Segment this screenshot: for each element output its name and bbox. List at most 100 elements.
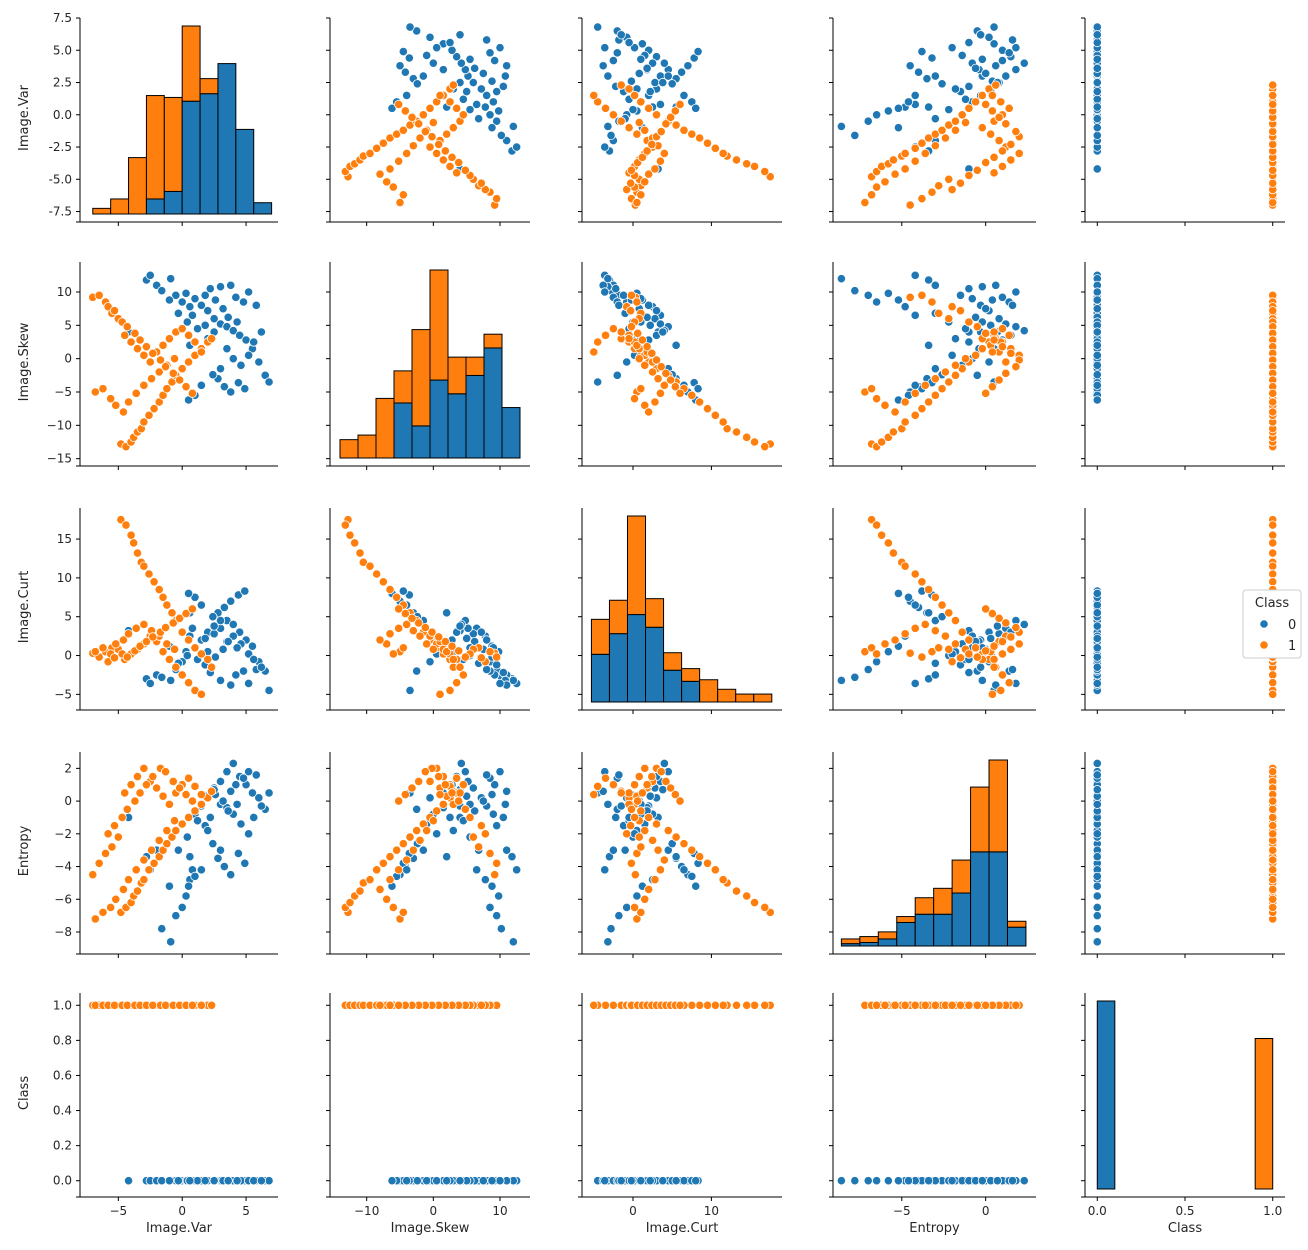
panel-image-var-vs-image-skew-point-class0 [492, 86, 502, 97]
panel-entropy-vs-image-skew-point-class0 [485, 902, 495, 913]
panel-image-skew-vs-image-curt-point-class1 [644, 407, 654, 417]
panel-entropy-vs-class-point-class1 [1268, 767, 1278, 777]
panel-image-curt-vs-class-point-class0 [1092, 600, 1102, 610]
panel-image-skew-vs-image-var-point-class1 [187, 388, 198, 398]
panel-image-skew-vs-image-curt-point-class1 [670, 382, 680, 392]
panel-entropy-vs-image-skew-point-class1 [432, 806, 442, 816]
panel-image-var-vs-entropy-point-class1 [997, 161, 1008, 171]
panel-image-skew-vs-entropy-point-class1 [989, 327, 999, 337]
panel-entropy-vs-image-curt-point-class1 [636, 806, 646, 816]
panel-entropy-vs-image-curt-point-class1 [633, 796, 643, 806]
panel-entropy-vs-image-curt-point-class1 [731, 886, 742, 896]
panel-entropy-vs-image-curt-point-class1 [622, 829, 632, 839]
panel-image-skew-vs-entropy-point-class1 [880, 400, 890, 410]
panel-image-var-vs-image-curt-point-class1 [679, 125, 689, 135]
panel-image-skew-vs-image-curt-point-class1 [629, 394, 640, 404]
panel-entropy-vs-image-var-point-class0 [231, 780, 241, 790]
panel-image-skew-vs-entropy-point-class1 [917, 290, 927, 300]
panel-entropy-vs-image-var-point-class1 [196, 789, 206, 800]
panel-image-var-vs-image-curt-point-class1 [651, 110, 662, 120]
panel-image-curt-vs-image-skew-point-class1 [385, 584, 395, 595]
panel-image-var-vs-image-curt-point-class1 [656, 126, 666, 137]
panel-image-var-vs-entropy-point-class0 [971, 63, 981, 73]
panel-image-skew-vs-image-var-point-class0 [241, 335, 251, 345]
panel-image-curt-vs-image-curt-bar-class1 [645, 598, 665, 628]
panel-image-var-vs-image-skew-point-class1 [452, 168, 462, 178]
xlabel-image-var: Image.Var [146, 1221, 213, 1236]
panel-image-skew-vs-image-var-point-class0 [177, 297, 187, 307]
panel-image-skew-vs-image-var-point-class1 [162, 384, 172, 394]
panel-entropy-vs-image-var-point-class0 [222, 767, 232, 777]
panel-entropy-vs-image-curt-point-class1 [710, 865, 720, 875]
panel-image-curt-vs-image-var-point-class1 [109, 653, 120, 663]
panel-entropy-vs-image-var-point-class1 [175, 783, 185, 793]
panel-image-skew-vs-entropy-point-class0 [987, 295, 997, 305]
panel-image-var-vs-image-skew-point-class0 [405, 22, 415, 32]
panel-entropy-vs-class-point-class0 [1092, 770, 1102, 780]
panel-image-var-vs-entropy-point-class0 [1019, 58, 1029, 68]
panel-entropy-vs-image-var-point-class1 [132, 771, 143, 782]
panel-image-var-vs-entropy-point-class1 [955, 178, 966, 188]
panel-image-curt-vs-entropy-point-class1 [917, 652, 927, 662]
panel-image-skew-vs-image-var-point-class1 [131, 388, 141, 398]
panel-image-curt-vs-image-skew-point-class1 [375, 635, 385, 645]
panel-image-var-vs-image-skew-point-class1 [378, 138, 388, 148]
panel-entropy-vs-image-curt-point-class1 [666, 783, 676, 793]
panel-image-curt-vs-entropy-point-class1 [1006, 644, 1016, 654]
panel-image-skew-vs-image-var-point-class1 [123, 397, 134, 407]
panel-image-var-vs-entropy-point-class1 [888, 155, 898, 165]
panel-image-skew-vs-image-curt-point-class0 [622, 357, 632, 367]
panel-image-var-vs-image-skew-point-class0 [496, 130, 506, 141]
panel-entropy-vs-image-curt-point-class1 [760, 902, 770, 913]
panel-image-var-vs-entropy-point-class0 [893, 123, 904, 133]
panel-entropy-vs-image-var-point-class1 [118, 884, 129, 895]
panel-image-skew-vs-entropy-point-class1 [987, 382, 997, 392]
panel-image-skew-vs-entropy-point-class0 [997, 292, 1008, 302]
panel-entropy-vs-image-var-point-class1 [183, 812, 194, 823]
panel-image-var-vs-image-curt-point-class1 [671, 120, 681, 130]
panel-image-var-vs-image-skew-point-class1 [435, 90, 445, 101]
panel-image-skew-vs-image-var-point-class0 [226, 387, 236, 397]
panel-image-var-vs-image-skew-point-class0 [452, 52, 462, 62]
panel-image-var-vs-class-point-class0 [1092, 86, 1102, 97]
panel-image-curt-vs-image-skew-point-class1 [452, 678, 462, 688]
panel-image-curt-vs-image-var-point-class1 [158, 647, 168, 657]
panel-entropy-vs-image-skew-point-class1 [452, 773, 462, 783]
panel-image-skew-vs-image-curt-point-class1 [632, 297, 642, 307]
panel-class-vs-image-skew-point-class1 [476, 1000, 486, 1010]
panel-image-var-vs-image-curt-point-class0 [691, 103, 701, 113]
panel-image-skew-vs-entropy-point-class1 [888, 427, 898, 437]
panel-image-var-vs-image-curt-point-class0 [642, 63, 652, 73]
panel-image-curt-vs-image-var-point-class1 [167, 608, 177, 618]
panel-image-var-vs-class-point-class1 [1268, 99, 1278, 110]
panel-image-curt-vs-image-var-point-class1 [98, 643, 108, 653]
ytick-label-class: 0.8 [53, 1033, 72, 1047]
panel-image-curt-vs-image-curt-bar-class1 [681, 668, 701, 682]
panel-image-curt-vs-image-var-point-class1 [181, 608, 191, 619]
panel-class-vs-image-curt-point-class1 [608, 1000, 618, 1010]
panel-image-skew-vs-image-var-point-class0 [187, 310, 198, 320]
panel-image-skew-vs-image-curt-point-class0 [693, 384, 703, 394]
panel-entropy-vs-image-var-point-class1 [171, 825, 181, 836]
panel-image-curt-vs-image-skew-point-class1 [398, 643, 408, 653]
panel-entropy-vs-class-point-class1 [1268, 875, 1278, 885]
panel-image-var-vs-entropy-point-class0 [977, 54, 987, 64]
panel-entropy-vs-image-var-point-class1 [131, 865, 141, 875]
panel-entropy-vs-image-var-point-class1 [149, 858, 159, 868]
panel-entropy-vs-entropy-bar-class0 [970, 851, 990, 947]
panel-image-skew-vs-image-var-point-class0 [190, 294, 200, 304]
panel-image-curt-vs-image-skew-point-class0 [482, 635, 492, 645]
panel-image-var-vs-image-skew-point-class0 [472, 99, 482, 110]
panel-image-curt-vs-image-curt-bar-class1 [717, 688, 737, 703]
panel-entropy-vs-image-var-point-class0 [215, 845, 226, 855]
panel-image-skew-vs-image-skew-bar-class0 [429, 379, 449, 459]
panel-image-curt-vs-image-var-point-class0 [196, 600, 206, 610]
panel-image-var-vs-image-var-bar-class1 [181, 25, 201, 102]
panel-image-var-vs-image-var-bar-class1 [110, 198, 130, 215]
panel-entropy-vs-image-curt-point-class1 [687, 845, 697, 855]
panel-entropy-vs-image-curt-point-class1 [656, 767, 666, 777]
panel-entropy-vs-image-skew-point-class1 [414, 776, 424, 787]
panel-image-curt-vs-image-skew-point-class1 [476, 653, 486, 663]
panel-image-curt-vs-image-var-point-class1 [162, 600, 172, 610]
